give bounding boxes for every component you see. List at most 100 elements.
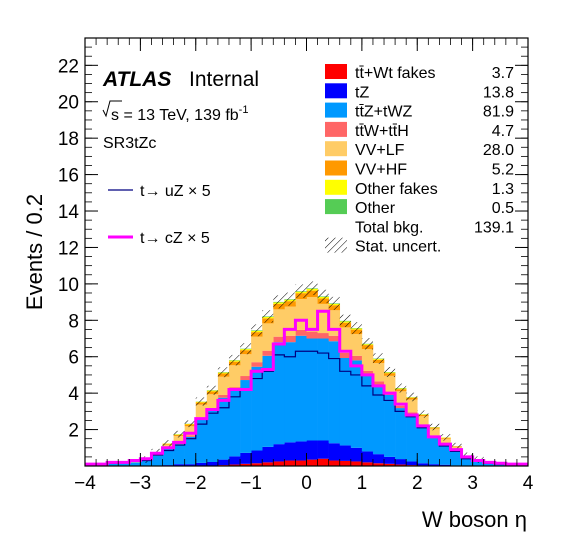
bar-2-2 xyxy=(107,463,119,466)
uncert-bin-12 xyxy=(217,367,229,378)
bar-3-28 xyxy=(395,405,407,409)
uncert-bin-15 xyxy=(251,324,263,337)
bar-1-12 xyxy=(217,459,230,466)
bar-0-17 xyxy=(273,461,285,466)
bar-2-29 xyxy=(406,414,418,462)
bar-1-19 xyxy=(295,441,307,461)
bar-2-28 xyxy=(395,408,407,460)
bar-1-10 xyxy=(195,462,208,466)
bar-2-24 xyxy=(350,360,363,448)
bar-3-26 xyxy=(372,381,385,385)
y-tick-label: 6 xyxy=(68,348,79,369)
bar-0-16 xyxy=(262,462,274,466)
bar-2-32 xyxy=(439,444,451,465)
y-axis-label: Events / 0.2 xyxy=(22,194,47,310)
legend-yield-1: 13.8 xyxy=(483,84,514,101)
bar-3-21 xyxy=(317,333,329,339)
uncert-bin-8 xyxy=(173,430,185,438)
x-tick-label: −2 xyxy=(185,473,207,494)
bar-4-15 xyxy=(251,336,263,363)
legend-yield-0: 3.7 xyxy=(492,65,514,82)
bar-4-17 xyxy=(273,309,285,337)
uncert-bin-33 xyxy=(450,442,462,450)
y-tick-label: 2 xyxy=(68,421,79,442)
bar-1-26 xyxy=(372,454,385,464)
bar-4-20 xyxy=(306,296,318,332)
legend-label-1: tZ xyxy=(355,84,369,101)
legend-label-7: Other xyxy=(355,200,396,217)
bar-2-3 xyxy=(118,463,130,466)
bar-1-20 xyxy=(306,440,318,460)
bar-4-22 xyxy=(328,310,341,336)
bar-1-31 xyxy=(428,464,440,466)
legend-swatch-6 xyxy=(325,179,347,195)
uncert-bin-17 xyxy=(273,295,285,309)
legend-label-3: tt̄W+tt̄H xyxy=(355,123,409,140)
bar-4-31 xyxy=(428,428,440,436)
energy-lumi-label: s = 13 TeV, 139 fb-1 xyxy=(102,100,248,124)
bar-2-31 xyxy=(428,436,440,465)
bar-2-26 xyxy=(372,384,385,455)
x-axis-label: W boson η xyxy=(422,507,527,532)
bar-4-23 xyxy=(339,327,352,353)
legend-label-4: VV+LF xyxy=(355,142,405,159)
bar-1-18 xyxy=(284,442,296,461)
bar-1-32 xyxy=(439,464,451,466)
bar-2-15 xyxy=(251,366,263,451)
bar-3-29 xyxy=(406,412,418,415)
uncert-bin-18 xyxy=(284,292,296,306)
uncert-bin-14 xyxy=(240,343,252,355)
bar-4-13 xyxy=(228,365,241,388)
x-tick-label: 3 xyxy=(467,473,478,494)
bar-4-25 xyxy=(361,349,374,371)
bar-2-16 xyxy=(262,355,274,447)
x-tick-label: −3 xyxy=(130,473,152,494)
bar-2-22 xyxy=(328,341,341,444)
legend-label-cz: t→ cZ × 5 xyxy=(140,230,210,247)
bar-1-15 xyxy=(251,450,263,464)
bar-1-11 xyxy=(206,461,219,466)
bar-3-24 xyxy=(350,355,363,361)
legend-swatch-7 xyxy=(325,199,347,215)
bar-1-17 xyxy=(273,444,285,462)
atlas-label: ATLAS xyxy=(102,68,171,91)
bar-4-28 xyxy=(395,391,407,406)
uncert-bin-7 xyxy=(162,440,174,447)
bar-1-25 xyxy=(361,451,374,463)
uncert-bin-29 xyxy=(406,392,418,402)
legend-swatch-3 xyxy=(325,121,347,137)
bar-2-8 xyxy=(173,444,185,465)
bar-0-23 xyxy=(339,460,352,466)
sqrt-sign xyxy=(102,100,122,118)
bar-2-7 xyxy=(162,448,174,466)
legend-swatch-uncert xyxy=(325,237,347,253)
legend-label-6: Other fakes xyxy=(355,181,438,198)
bar-0-25 xyxy=(361,462,374,466)
bar-1-24 xyxy=(350,447,363,462)
bar-2-21 xyxy=(317,338,329,441)
legend-yield-6: 1.3 xyxy=(492,181,514,198)
bar-2-6 xyxy=(151,455,163,466)
uncert-bin-23 xyxy=(339,314,351,328)
signal-line-1 xyxy=(85,309,528,466)
internal-label: Internal xyxy=(189,68,259,91)
bar-0-15 xyxy=(251,463,263,466)
bar-2-20 xyxy=(306,338,318,441)
bar-3-12 xyxy=(217,394,230,398)
legend-yield-2: 81.9 xyxy=(483,104,514,121)
uncert-bin-25 xyxy=(361,338,373,350)
legend-label-2: tt̄Z+tWZ xyxy=(355,104,413,121)
y-tick-label: 8 xyxy=(68,311,79,332)
bar-2-13 xyxy=(228,390,241,457)
bar-4-27 xyxy=(384,375,396,393)
uncert-bin-28 xyxy=(395,383,407,393)
bar-0-27 xyxy=(384,463,396,466)
y-tick-label: 10 xyxy=(58,275,79,296)
bar-4-26 xyxy=(372,363,385,382)
bar-3-23 xyxy=(339,352,352,358)
bar-2-19 xyxy=(295,335,307,442)
bar-4-21 xyxy=(317,303,329,334)
bar-3-20 xyxy=(306,331,318,339)
bar-0-19 xyxy=(295,460,307,466)
